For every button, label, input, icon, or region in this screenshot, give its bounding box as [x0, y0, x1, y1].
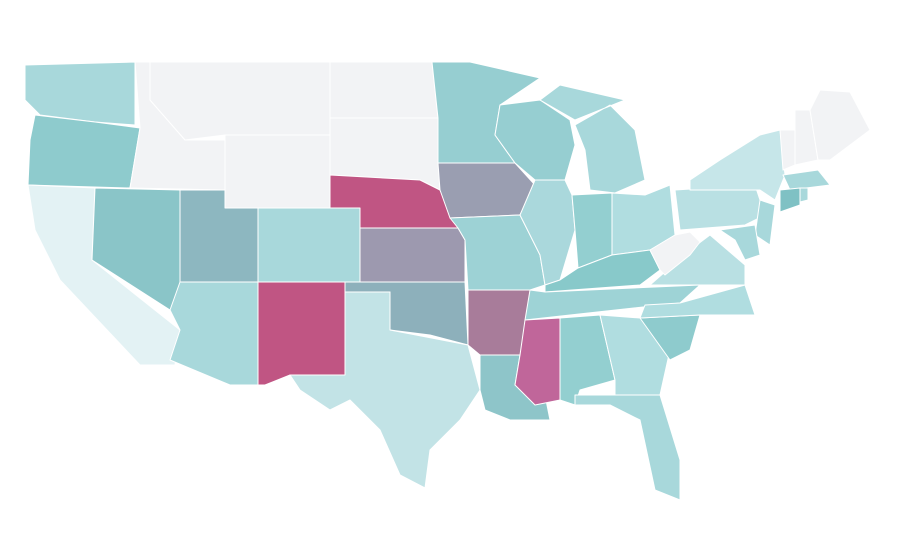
state	[257, 207, 361, 283]
state	[779, 187, 801, 213]
state	[437, 162, 536, 219]
state	[754, 199, 776, 246]
state	[539, 84, 646, 194]
state	[649, 231, 701, 276]
state	[674, 184, 766, 231]
state	[329, 61, 439, 119]
state	[149, 61, 331, 141]
state	[289, 291, 481, 489]
state	[574, 394, 681, 501]
state	[169, 281, 259, 386]
state	[779, 129, 796, 171]
state	[799, 187, 809, 203]
state	[809, 89, 871, 161]
state	[27, 114, 141, 189]
state	[782, 169, 831, 191]
state	[689, 129, 786, 201]
state	[571, 192, 613, 269]
state	[224, 134, 331, 209]
state	[359, 227, 466, 283]
state	[719, 224, 761, 261]
state	[257, 281, 346, 386]
